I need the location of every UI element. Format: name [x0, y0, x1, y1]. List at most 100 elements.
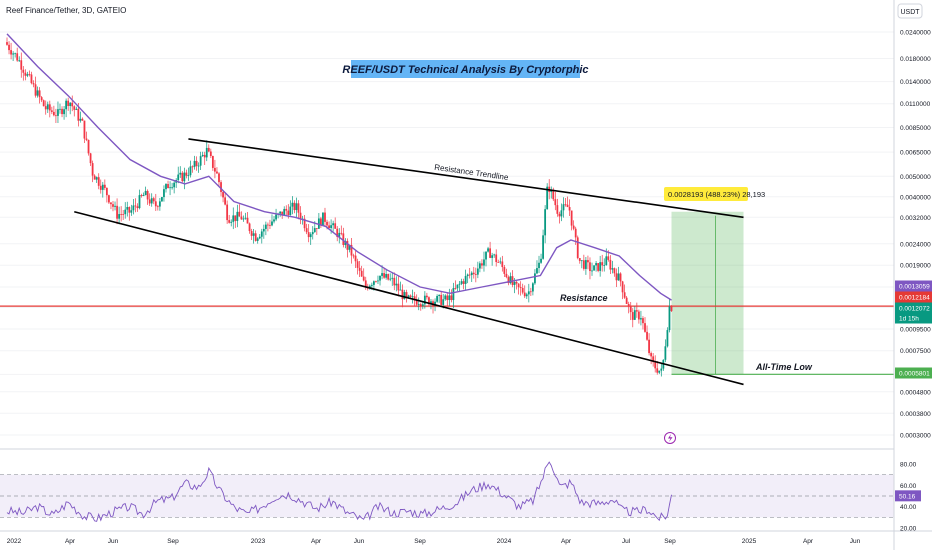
rsi-tick-label: 40.00 — [900, 504, 917, 511]
candle-body — [322, 212, 324, 226]
candle-body — [478, 263, 481, 269]
all-time-low-label: All-Time Low — [755, 362, 813, 372]
candle-body — [409, 295, 412, 297]
candle-body — [521, 288, 524, 293]
price-marker — [895, 280, 932, 292]
candle-body — [448, 295, 451, 301]
time-tick-label: Sep — [664, 538, 676, 545]
candle-body — [560, 210, 563, 217]
candle-body — [36, 90, 39, 96]
candle-body — [158, 201, 161, 207]
candle-body — [599, 262, 602, 271]
candle-body — [597, 263, 600, 271]
candle-body — [468, 274, 471, 276]
candle-body — [93, 175, 96, 180]
candle-body — [299, 212, 302, 220]
candle-body — [242, 218, 245, 220]
candle-body — [163, 189, 165, 198]
price-tick-label: 0.0085000 — [900, 125, 931, 132]
candle-body — [332, 223, 335, 226]
candle-body — [656, 368, 659, 373]
price-tick-label: 0.0019000 — [900, 263, 931, 270]
candle-body — [199, 156, 202, 166]
candle-body — [173, 182, 176, 188]
target-box — [671, 211, 744, 375]
lightning-icon[interactable] — [664, 432, 676, 444]
candle-body — [258, 236, 261, 239]
candle-body — [57, 109, 59, 116]
candle-body — [77, 108, 80, 121]
candle-body — [303, 218, 306, 229]
candle-body — [273, 219, 275, 222]
candle-body — [124, 209, 127, 215]
candle-body — [126, 207, 129, 210]
candle-body — [197, 165, 200, 167]
candle-body — [69, 102, 72, 107]
candle-body — [505, 273, 508, 278]
candle-body — [262, 228, 265, 232]
candle-body — [464, 276, 467, 284]
candle-body — [238, 211, 241, 217]
candle-body — [6, 42, 8, 45]
currency-button[interactable]: USDT — [897, 3, 923, 19]
candle-body — [607, 256, 610, 260]
candle-body — [32, 83, 35, 85]
candle-body — [75, 108, 78, 110]
time-tick-label: Apr — [65, 538, 76, 545]
candle-body — [383, 273, 385, 278]
candle-body — [589, 262, 591, 272]
candle-body — [444, 295, 447, 300]
price-marker-label: 0.0012072 — [899, 306, 930, 313]
candle-body — [566, 204, 569, 208]
candle-body — [407, 295, 410, 297]
candle-body — [216, 171, 218, 174]
candle-body — [346, 240, 349, 250]
price-tick-label: 0.0024000 — [900, 241, 931, 248]
candle-body — [499, 261, 502, 263]
candle-body — [83, 120, 86, 139]
candle-body — [336, 228, 339, 238]
candle-body — [179, 172, 182, 175]
candle-body — [356, 261, 359, 268]
candle-body — [623, 292, 626, 298]
candle-body — [483, 259, 485, 266]
candle-body — [570, 210, 573, 226]
candle-body — [379, 275, 381, 281]
candle-body — [470, 272, 473, 276]
candle-body — [564, 204, 567, 206]
candle-body — [609, 259, 612, 270]
candle-body — [315, 228, 318, 229]
candle-body — [246, 217, 249, 224]
candle-body — [148, 199, 151, 204]
candle-body — [664, 346, 667, 360]
candle-body — [105, 187, 108, 196]
candle-body — [279, 211, 282, 214]
candle-body — [619, 273, 622, 282]
moving-average-line — [6, 33, 672, 301]
price-tick-label: 0.0140000 — [900, 79, 931, 86]
candle-body — [112, 204, 114, 207]
candle-body — [544, 209, 547, 236]
time-tick-label: Jun — [850, 538, 861, 545]
candle-body — [601, 262, 604, 266]
candle-body — [85, 138, 88, 140]
candle-body — [481, 263, 483, 266]
candle-body — [491, 255, 494, 258]
candle-body — [222, 192, 224, 198]
candle-body — [16, 53, 19, 61]
candle-body — [287, 210, 290, 216]
candle-body — [130, 210, 133, 213]
candle-body — [397, 283, 400, 291]
candle-body — [140, 195, 143, 197]
candle-body — [540, 258, 542, 263]
price-tick-label: 0.0004800 — [900, 389, 931, 396]
candle-body — [167, 184, 169, 189]
candle-body — [517, 283, 520, 288]
candle-body — [507, 277, 510, 284]
candle-body — [305, 228, 308, 233]
candle-body — [138, 195, 141, 209]
candle-body — [381, 273, 383, 276]
candle-body — [281, 211, 284, 216]
candle-body — [171, 187, 174, 189]
candle-body — [568, 207, 571, 211]
